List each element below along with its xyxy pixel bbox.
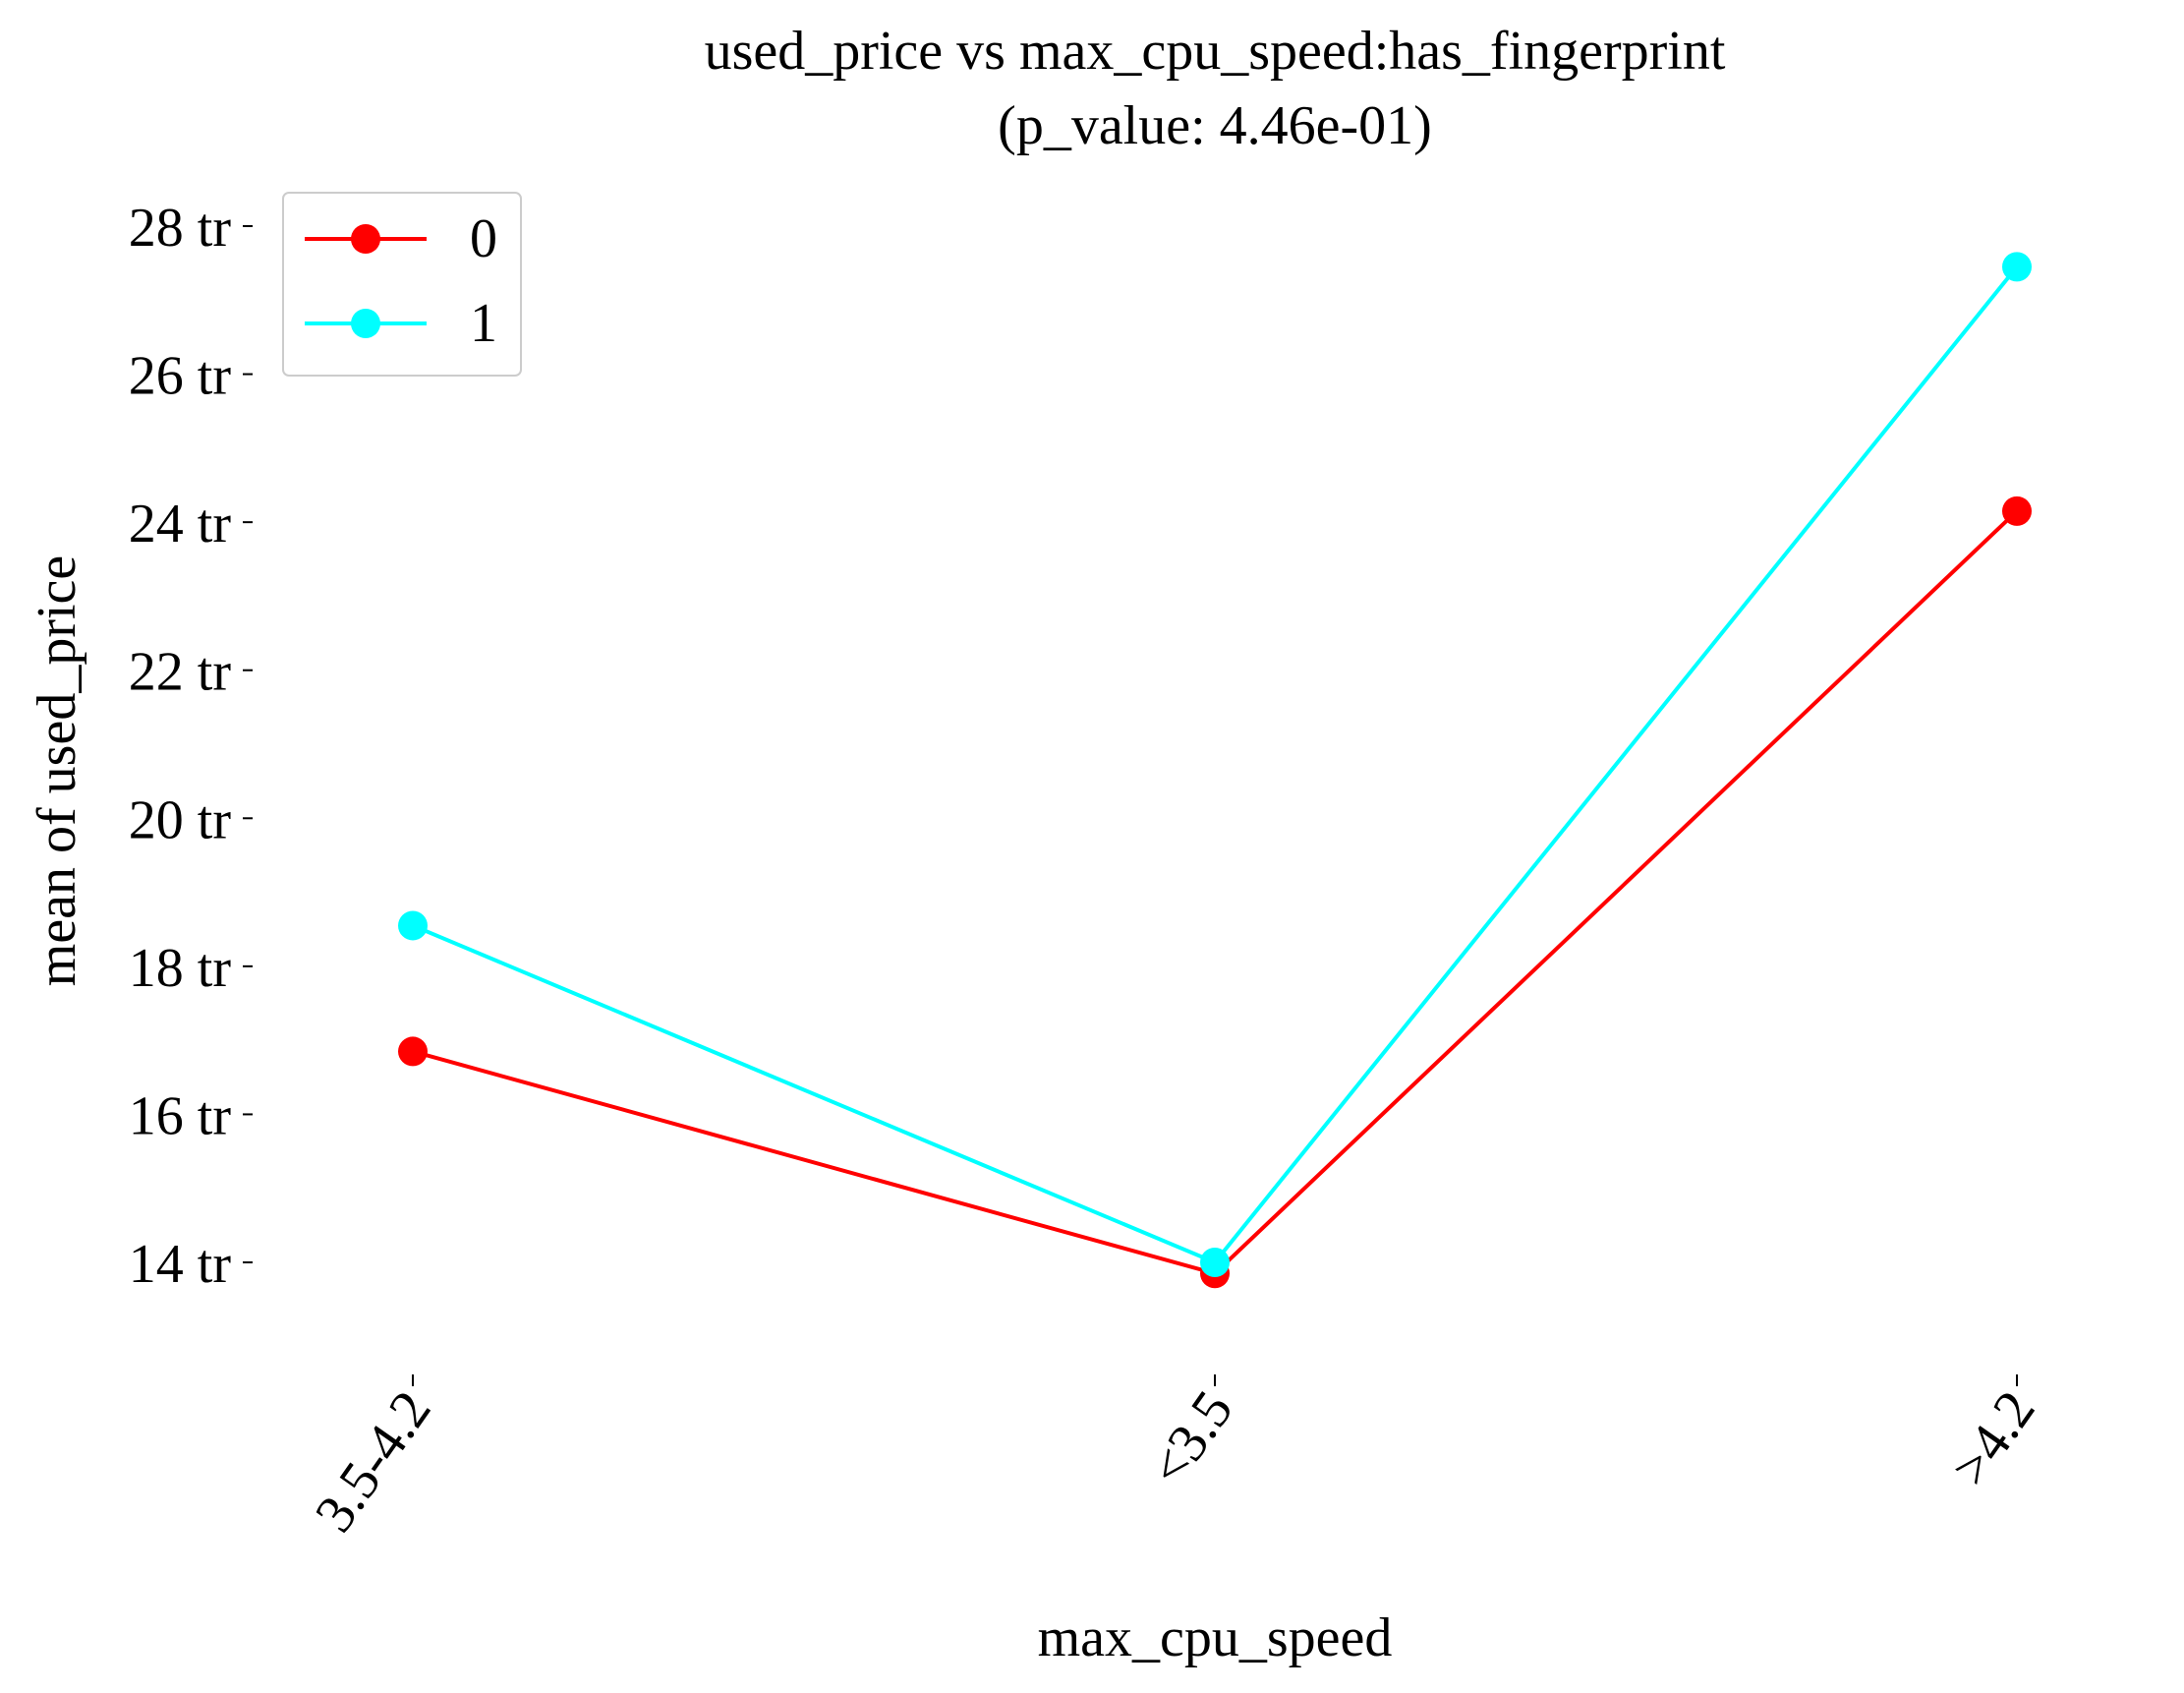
- legend-label-1: 1: [470, 293, 497, 354]
- y-tick-label: 22 tr: [129, 642, 232, 703]
- y-tick-label: 26 tr: [129, 346, 232, 407]
- legend: 01: [282, 192, 522, 377]
- data-point-series-0: [2002, 496, 2032, 526]
- y-tick-label: 16 tr: [129, 1085, 232, 1146]
- x-tick-label: >4.2: [1940, 1380, 2047, 1497]
- data-point-series-1: [398, 910, 428, 941]
- series-layer: [398, 252, 2032, 1289]
- data-point-series-1: [2002, 252, 2032, 282]
- y-axis: 14 tr 16 tr 18 tr 20 tr 22 tr 24 tr 26 tr 28 tr: [129, 198, 253, 1295]
- y-tick-label: 18 tr: [129, 938, 232, 999]
- y-tick-label: 24 tr: [129, 494, 232, 555]
- chart-title: used_price vs max_cpu_speed:has_fingerpr…: [705, 21, 1726, 82]
- legend-marker-0: [351, 224, 380, 254]
- legend-marker-1: [351, 309, 380, 338]
- y-axis-label: mean of used_price: [27, 555, 87, 986]
- x-tick-label: <3.5: [1138, 1380, 1245, 1497]
- x-tick-label: 3.5-4.2: [304, 1380, 443, 1544]
- y-tick-label: 28 tr: [129, 198, 232, 259]
- legend-label-0: 0: [470, 208, 497, 269]
- series-line-0: [412, 509, 2019, 1276]
- data-point-series-1: [1200, 1248, 1230, 1277]
- data-point-series-0: [398, 1036, 428, 1067]
- y-tick-label: 20 tr: [129, 789, 232, 850]
- series-line-1: [412, 265, 2019, 1265]
- chart-subtitle: (p_value: 4.46e-01): [998, 95, 1432, 156]
- x-axis-label: max_cpu_speed: [1038, 1607, 1393, 1668]
- y-tick-label: 14 tr: [129, 1234, 232, 1295]
- x-axis: 3.5-4.2 <3.5 >4.2: [304, 1374, 2047, 1543]
